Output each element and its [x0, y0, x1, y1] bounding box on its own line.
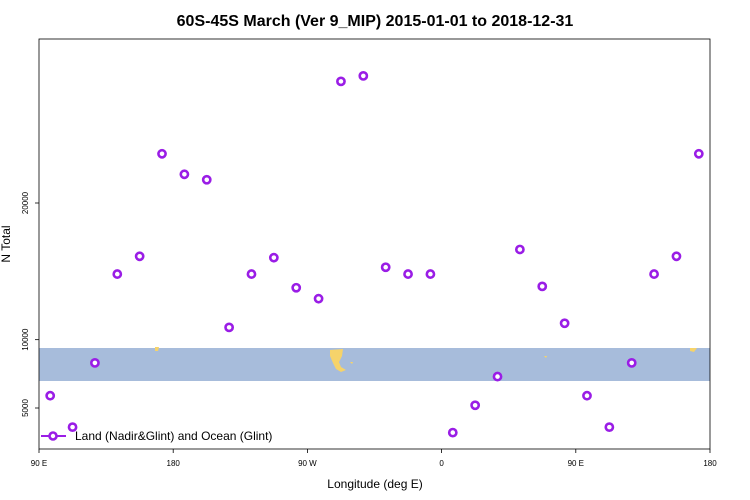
y-axis-label: N Total [0, 225, 13, 262]
data-point [582, 390, 592, 401]
x-tick-label: 90 E [568, 459, 584, 468]
data-point [425, 269, 436, 279]
data-point [693, 148, 704, 159]
land-shape-4 [544, 356, 547, 358]
data-point [470, 400, 481, 411]
x-axis: 90 E 180 90 W 0 90 E 180 [31, 449, 717, 468]
land-shape-0 [330, 349, 346, 372]
data-point [380, 262, 391, 273]
legend: Land (Nadir&Glint) and Ocean (Glint) [41, 429, 272, 443]
x-tick-label: 180 [703, 459, 717, 468]
map-band [39, 347, 710, 381]
x-tick-label: 180 [167, 459, 181, 468]
data-point [90, 357, 100, 368]
x-tick-label: 0 [439, 459, 444, 468]
y-tick-label: 5000 [21, 399, 30, 417]
data-points [45, 71, 704, 438]
data-point [649, 269, 659, 279]
data-point [201, 174, 212, 185]
data-point [403, 269, 413, 279]
data-point [313, 293, 324, 304]
land-shape-1 [155, 347, 159, 351]
data-point [268, 252, 279, 263]
data-point [604, 422, 615, 433]
data-point [112, 269, 123, 279]
data-point [358, 71, 369, 81]
data-point [246, 269, 257, 279]
land-shapes [155, 347, 697, 372]
data-point [671, 251, 682, 262]
y-tick-label: 20000 [21, 191, 30, 214]
data-point [626, 357, 637, 368]
legend-marker [48, 431, 58, 441]
y-axis: 5000 10000 20000 [21, 191, 39, 417]
chart-title: 60S-45S March (Ver 9_MIP) 2015-01-01 to … [177, 13, 574, 30]
data-point [224, 322, 235, 333]
land-shape-3 [350, 362, 353, 364]
legend-label: Land (Nadir&Glint) and Ocean (Glint) [75, 429, 272, 443]
data-point [492, 371, 503, 382]
data-point [134, 251, 145, 262]
data-point [514, 244, 525, 255]
data-point [336, 76, 346, 87]
x-tick-label: 90 E [31, 459, 47, 468]
ocean-band [39, 348, 710, 381]
data-point [67, 422, 78, 433]
x-tick-label: 90 W [298, 459, 317, 468]
data-point [537, 281, 548, 292]
data-point [45, 390, 56, 401]
land-shape-2 [690, 348, 697, 352]
data-point [559, 318, 570, 329]
y-tick-label: 10000 [21, 328, 30, 351]
data-point [179, 169, 190, 180]
data-point [157, 148, 167, 159]
x-axis-label: Longitude (deg E) [327, 477, 422, 491]
plot-frame [38, 38, 711, 450]
data-point [291, 282, 302, 293]
data-point [447, 427, 458, 438]
